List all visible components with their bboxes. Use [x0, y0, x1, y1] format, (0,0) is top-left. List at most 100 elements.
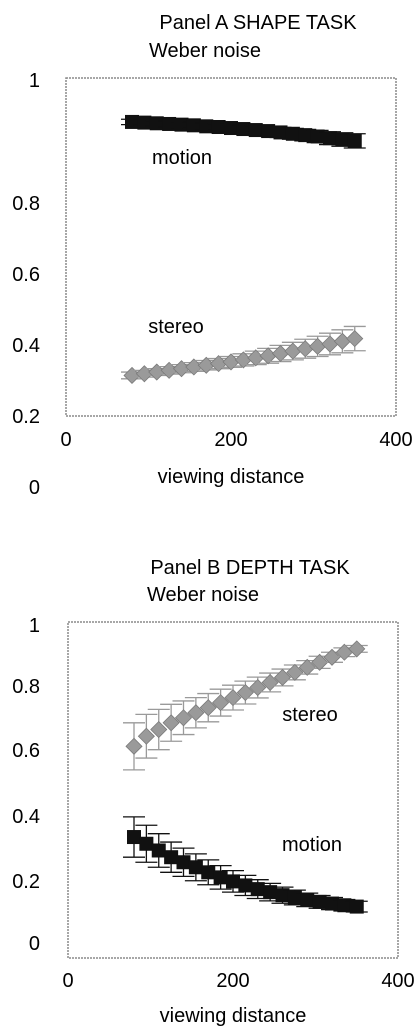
panel-a-y-tick-label: 0.8: [12, 193, 40, 215]
panel-b-stereo-point: [286, 663, 304, 681]
panel-a-title: Panel A SHAPE TASK: [159, 12, 357, 34]
panel-a-motion-point: [323, 131, 337, 146]
panel-b-stereo-point: [162, 714, 180, 732]
panel-b-stereo-point: [150, 720, 168, 739]
panel-b-x-tick-label: 400: [381, 970, 414, 992]
panel-a-motion-point: [347, 133, 362, 148]
panel-b-stereo-point: [174, 709, 193, 727]
panel-a-y-tick-label: 0.4: [12, 335, 40, 357]
panel-b-stereo-point: [187, 704, 205, 722]
panel-b-motion-point: [238, 878, 253, 893]
panel-a-x-tick-labels: 0 200 400: [60, 429, 412, 451]
panel-a-shape-task: Panel A SHAPE TASK Weber noise 1 0.8 0.6…: [12, 12, 413, 499]
panel-b-stereo-point: [212, 694, 230, 712]
panel-b-stereo-point: [311, 653, 329, 671]
panel-a-x-tick-label: 0: [60, 429, 71, 451]
panel-a-motion-point: [137, 115, 152, 130]
panel-a-stereo-point: [321, 335, 339, 353]
panel-b-motion-point: [312, 894, 327, 909]
panel-b-motion-point: [127, 830, 141, 845]
panel-a-motion-point: [211, 120, 226, 135]
panel-b-y-tick-label: 0.6: [12, 740, 40, 762]
panel-b-y-tick-label: 0.8: [12, 676, 40, 698]
panel-b-stereo-point: [348, 640, 366, 658]
panel-a-stereo-point: [309, 337, 327, 355]
panel-a-motion-point: [285, 126, 300, 141]
panel-a-stereo-series: [121, 325, 366, 385]
panel-a-y-tick-label: 0.2: [12, 406, 40, 428]
panel-a-motion-point: [335, 132, 350, 147]
panel-b-stereo-point: [137, 727, 155, 745]
panel-b-stereo-point: [298, 658, 316, 676]
panel-b-title: Panel B DEPTH TASK: [150, 557, 350, 579]
panel-b-motion-point: [325, 896, 339, 911]
panel-a-motion-point: [310, 129, 325, 144]
panel-b-stereo-point: [236, 683, 254, 702]
panel-b-motion-annotation: motion: [282, 834, 342, 856]
panel-b-motion-point: [263, 885, 278, 900]
panel-b-y-tick-label: 1: [29, 615, 40, 637]
panel-b-data-layer: [123, 640, 368, 914]
panel-b-motion-point: [164, 850, 179, 865]
panel-a-motion-point: [149, 116, 164, 131]
panel-a-motion-point: [174, 117, 189, 132]
panel-a-y-tick-label: 1: [29, 70, 40, 92]
panel-a-motion-point: [162, 116, 177, 131]
panel-a-motion-series: [121, 114, 366, 149]
panel-a-motion-annotation: motion: [152, 147, 212, 169]
panel-a-x-axis-label: viewing distance: [158, 466, 305, 488]
panel-a-data-layer: [121, 114, 366, 385]
panel-a-motion-point: [125, 114, 139, 129]
panel-b-depth-task: Panel B DEPTH TASK Weber noise 1 0.8 0.6…: [12, 557, 415, 1027]
panel-a-stereo-point: [346, 330, 364, 348]
panel-b-stereo-point: [273, 668, 292, 687]
panel-a-stereo-annotation: stereo: [148, 316, 204, 338]
panel-a-y-tick-label: 0: [29, 477, 40, 499]
panel-b-motion-series: [123, 816, 368, 914]
panel-a-motion-point: [186, 118, 201, 133]
panel-b-motion-point: [337, 898, 352, 913]
panel-a-stereo-point: [333, 332, 351, 350]
panel-b-y-tick-label: 0.2: [12, 871, 40, 893]
panel-b-y-tick-label: 0: [29, 933, 40, 955]
panel-b-motion-point: [176, 855, 191, 870]
panel-b-stereo-point: [125, 737, 143, 755]
panel-b-x-tick-label: 200: [216, 970, 249, 992]
panel-a-stereo-point: [296, 340, 314, 358]
panel-b-x-axis-label: viewing distance: [160, 1005, 307, 1027]
panel-a-x-tick-label: 400: [379, 429, 412, 451]
panel-b-motion-point: [188, 860, 203, 875]
panel-b-subtitle: Weber noise: [147, 584, 259, 606]
panel-a-subtitle: Weber noise: [149, 40, 261, 62]
panel-b-x-tick-label: 0: [62, 970, 73, 992]
panel-a-plot-frame: [65, 77, 397, 417]
panel-a-y-tick-labels: 1 0.8 0.6 0.4 0.2 0: [12, 70, 40, 499]
panel-b-stereo-point: [323, 648, 341, 666]
panel-b-motion-point: [287, 890, 302, 905]
panel-a-x-tick-label: 200: [214, 429, 247, 451]
panel-b-stereo-point: [199, 699, 217, 717]
panel-b-motion-point: [151, 843, 166, 858]
panel-b-motion-point: [275, 888, 290, 903]
panel-b-y-tick-label: 0.4: [12, 806, 40, 828]
panel-a-y-tick-label: 0.6: [12, 264, 40, 286]
panel-b-stereo-series: [123, 640, 368, 771]
panel-b-plot-frame: [67, 621, 399, 959]
panel-b-stereo-point: [224, 689, 242, 707]
panel-b-x-tick-labels: 0 200 400: [62, 970, 414, 992]
panel-b-motion-point: [213, 870, 228, 885]
panel-a-motion-point: [298, 128, 313, 143]
panel-a-motion-point: [199, 119, 214, 134]
panel-a-motion-point: [261, 124, 276, 139]
panel-a-motion-point: [273, 125, 288, 140]
panel-b-motion-point: [300, 892, 315, 907]
panel-b-motion-point: [250, 882, 265, 897]
panel-b-stereo-annotation: stereo: [282, 704, 338, 726]
panel-b-motion-point: [139, 836, 154, 851]
panel-b-motion-point: [201, 865, 216, 880]
panel-b-motion-point: [226, 874, 240, 889]
panel-a-motion-point: [248, 123, 263, 138]
panel-b-motion-point: [349, 899, 364, 914]
panel-b-y-tick-labels: 1 0.8 0.6 0.4 0.2 0: [12, 615, 40, 955]
